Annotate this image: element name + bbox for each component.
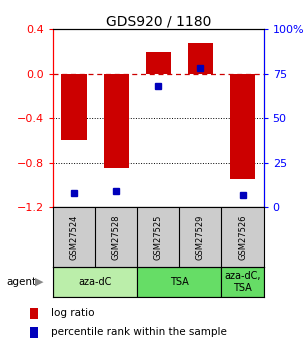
Bar (104, 74, 129, 168)
Text: GSM27524: GSM27524 (70, 215, 78, 260)
Text: aza-dC: aza-dC (78, 277, 112, 287)
Text: GSM27526: GSM27526 (238, 215, 247, 260)
Bar (230, 74, 255, 179)
Bar (188, 43, 213, 74)
Bar (30, 308, 38, 319)
Text: percentile rank within the sample: percentile rank within the sample (51, 327, 227, 337)
Bar (53, 267, 137, 297)
Text: GSM27529: GSM27529 (196, 215, 205, 260)
Text: agent: agent (6, 277, 36, 287)
Bar (137, 267, 221, 297)
Text: TSA: TSA (170, 277, 189, 287)
Bar (62, 74, 87, 140)
Title: GDS920 / 1180: GDS920 / 1180 (106, 14, 211, 28)
Bar (146, 51, 171, 74)
Text: GSM27528: GSM27528 (112, 215, 121, 260)
Text: GSM27525: GSM27525 (154, 215, 163, 260)
Text: aza-dC,
TSA: aza-dC, TSA (224, 271, 261, 293)
Bar (221, 267, 264, 297)
Bar (30, 327, 38, 338)
Text: log ratio: log ratio (51, 308, 95, 318)
Text: ▶: ▶ (35, 277, 43, 287)
